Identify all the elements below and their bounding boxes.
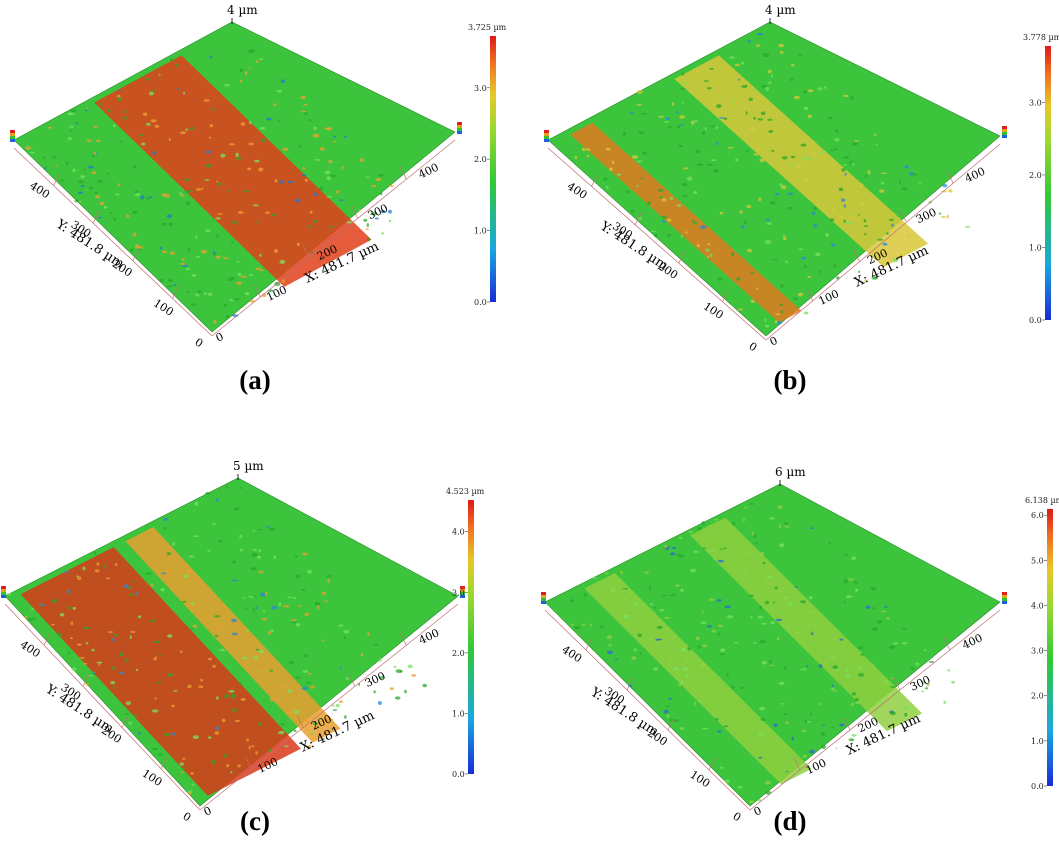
x-tick-label: 0 (752, 804, 764, 819)
color-scale-tick: 2.0 (452, 649, 465, 658)
floor-grid (544, 609, 1001, 811)
panel-caption: (d) (773, 806, 807, 836)
z-axis-max-label: 5 µm (233, 459, 264, 473)
color-scale-tick: 2.0 (1031, 692, 1044, 701)
surface-band (20, 547, 301, 796)
floor-grid (4, 603, 459, 811)
z-axis-max-label: 4 µm (227, 3, 258, 17)
panel-caption: (c) (240, 806, 270, 836)
axis-orientation-icon (457, 122, 462, 134)
x-tick-label: 0 (202, 804, 214, 819)
color-scale-max-label: 3.725 µm (468, 23, 507, 32)
surface-texture (570, 503, 956, 804)
surface-band (570, 122, 802, 323)
panel-caption: (a) (239, 365, 271, 395)
color-scale-tick: 0.0 (452, 770, 465, 779)
surface-texture (25, 49, 394, 324)
color-scale-tick: 0.0 (1031, 782, 1044, 791)
x-tick-label: 0 (768, 334, 780, 349)
color-scale-tick: 5.0 (1031, 556, 1044, 565)
y-tick-label: 400 (27, 179, 52, 201)
axis-orientation-icon (460, 586, 465, 598)
color-scale-tick: 3.0 (1031, 647, 1044, 656)
axis-orientation-icon (1002, 126, 1007, 138)
x-tick-label: 400 (963, 165, 988, 186)
color-scale-max-label: 3.778 µm (1023, 33, 1059, 42)
color-scale-max-label: 6.138 µm (1025, 496, 1059, 505)
x-tick-label: 300 (908, 673, 933, 694)
y-tick-label: 100 (701, 300, 726, 322)
color-scale-tick: 3.0 (474, 84, 487, 93)
y-tick-label: 100 (140, 767, 165, 789)
surface-texture (574, 32, 971, 328)
y-tick-label: 0 (746, 340, 759, 355)
axis-orientation-icon (541, 592, 546, 604)
surface-band (94, 55, 372, 287)
surface-svg: 6 µm6.138 µm6.05.04.03.02.01.00.00100200… (541, 465, 1059, 825)
color-scale-tick: 0.0 (1029, 316, 1042, 325)
color-scale-tick: 3.0 (1029, 98, 1042, 107)
floor-grid (547, 143, 1001, 341)
x-tick-label: 100 (817, 287, 842, 308)
color-scale-tick: 6.0 (1031, 511, 1044, 520)
surface-texture (5, 485, 427, 795)
y-tick-label: 0 (730, 810, 743, 825)
x-tick-label: 400 (417, 626, 442, 647)
surface-band (674, 55, 929, 268)
axis-orientation-icon (1002, 592, 1007, 604)
surface-plot-panel-a: 4 µm 3.725 µm 3.0 2.0 1.0 0.0 0 100 200 300 400 0 10… (0, 0, 530, 434)
y-tick-label: 100 (688, 768, 713, 790)
color-scale-bar (1047, 509, 1053, 786)
color-scale-tick: 2.0 (474, 155, 487, 164)
surface-svg: 5 µm4.523 µm4.03.02.01.00.00100200300400… (1, 459, 485, 825)
color-scale-tick: 2.0 (1029, 171, 1042, 180)
x-tick-label: 0 (214, 330, 226, 345)
axis-orientation-icon (10, 130, 15, 142)
y-tick-label: 400 (18, 638, 43, 660)
color-scale-bar (468, 500, 474, 774)
x-tick-label: 400 (960, 631, 985, 652)
color-scale-tick: 1.0 (1031, 737, 1044, 746)
x-tick-label: 300 (363, 669, 388, 690)
surface-plot-panel-c: 5 µm 4.523 µm 4.0 3.0 2.0 1.0 0.0 0 100 200 300 400… (0, 434, 530, 868)
y-tick-label: 0 (192, 336, 205, 351)
color-scale-tick: 1.0 (474, 227, 487, 236)
axis-orientation-icon (544, 130, 549, 142)
color-scale-bar (490, 36, 496, 302)
surface-plot-panel-d: 6 µm6.138 µm6.05.04.03.02.01.00.00100200… (530, 434, 1059, 868)
surface-base (547, 21, 1001, 337)
color-scale-tick: 3.0 (452, 588, 465, 597)
color-scale-max-label: 4.523 µm (446, 487, 485, 496)
panel-caption: (b) (773, 365, 807, 395)
surface-band (690, 517, 923, 732)
y-tick-label: 400 (560, 643, 585, 665)
surface-svg: 4 µm3.725 µm3.02.01.00.00100200300400010… (10, 3, 507, 351)
floor-grid (13, 139, 456, 337)
color-scale-tick: 4.0 (452, 528, 465, 537)
x-tick-label: 100 (804, 756, 829, 777)
y-tick-label: 100 (151, 296, 176, 318)
y-tick-label: 400 (565, 180, 590, 202)
surface-band (584, 573, 812, 785)
color-scale-tick: 4.0 (1031, 601, 1044, 610)
color-scale-tick: 1.0 (452, 709, 465, 718)
y-tick-label: 0 (180, 810, 193, 825)
x-tick-label: 300 (914, 206, 939, 227)
x-tick-label: 400 (416, 161, 441, 182)
color-scale-tick: 0.0 (474, 298, 487, 307)
z-axis-max-label: 4 µm (765, 3, 796, 17)
color-scale-bar (1045, 46, 1051, 320)
color-scale-tick: 1.0 (1029, 243, 1042, 252)
axis-orientation-icon (1, 586, 6, 598)
surface-svg: 4 µm3.778 µm3.02.01.00.00100200300400010… (544, 3, 1059, 355)
surface-plot-panel-b: 4 µm 3.778 µm 3.0 2.0 1.0 0.0 0 100 200 300 400 0 10… (530, 0, 1059, 434)
z-axis-max-label: 6 µm (775, 465, 806, 479)
